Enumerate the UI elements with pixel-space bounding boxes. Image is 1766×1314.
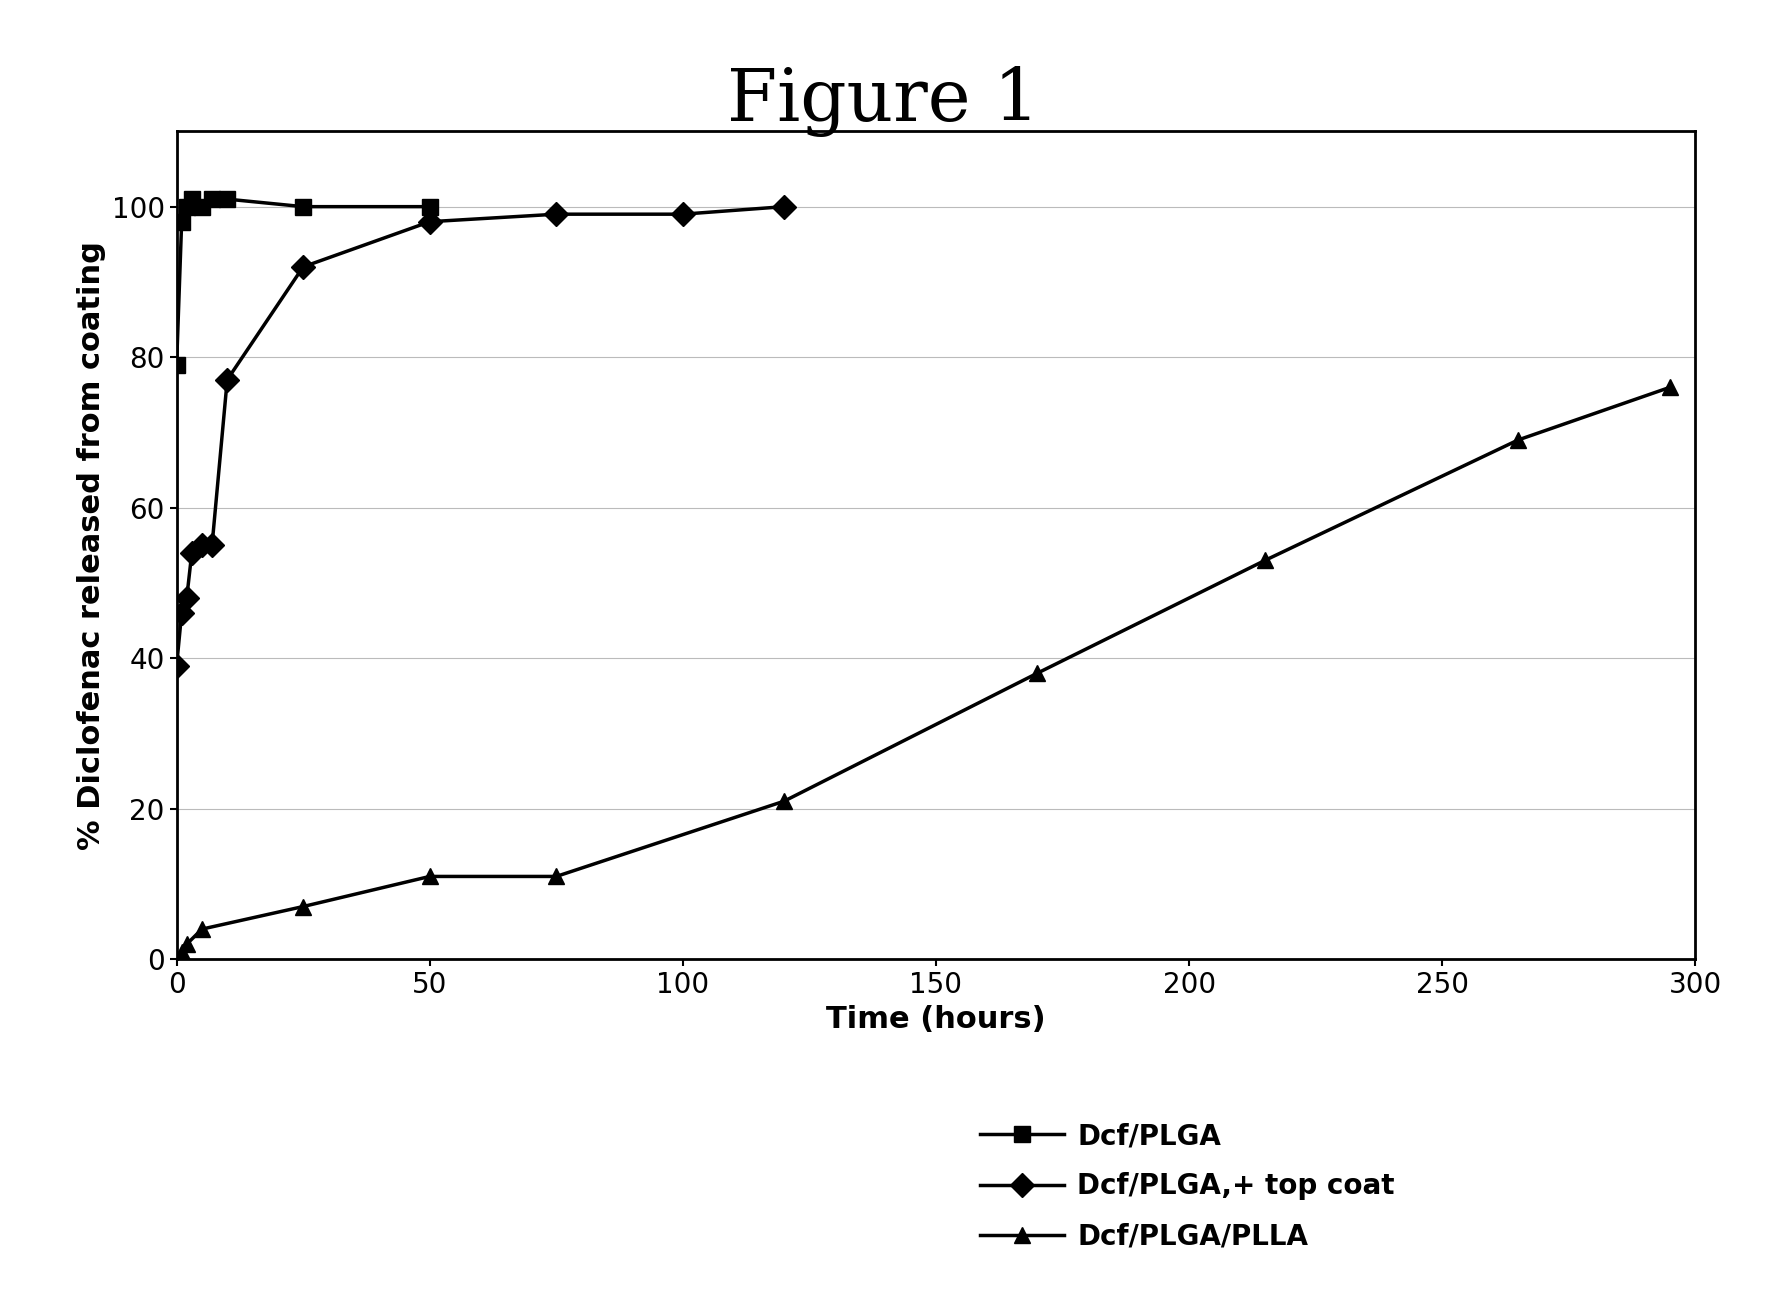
Dcf/PLGA/PLLA [177,937,198,953]
Dcf/PLGA/PLLA [166,951,187,967]
Dcf/PLGA,+ top coat [191,537,212,553]
Line: Dcf/PLGA: Dcf/PLGA [168,191,438,373]
Dcf/PLGA,+ top coat [419,214,440,230]
Dcf/PLGA/PLLA [171,943,192,959]
Dcf/PLGA [182,192,203,208]
Dcf/PLGA [177,198,198,214]
Dcf/PLGA/PLLA [1254,552,1275,568]
Dcf/PLGA [293,198,314,214]
Dcf/PLGA [217,192,238,208]
Dcf/PLGA/PLLA [419,869,440,884]
Dcf/PLGA,+ top coat [673,206,694,222]
Dcf/PLGA,+ top coat [177,590,198,606]
Dcf/PLGA/PLLA [191,921,212,937]
Dcf/PLGA,+ top coat [171,606,192,622]
Dcf/PLGA/PLLA [774,794,795,809]
Dcf/PLGA [419,198,440,214]
Line: Dcf/PLGA/PLLA: Dcf/PLGA/PLLA [168,378,1678,967]
Y-axis label: % Diclofenac released from coating: % Diclofenac released from coating [78,240,106,850]
Dcf/PLGA/PLLA [293,899,314,915]
Dcf/PLGA,+ top coat [182,545,203,561]
Dcf/PLGA [201,192,223,208]
Dcf/PLGA/PLLA [546,869,567,884]
X-axis label: Time (hours): Time (hours) [826,1005,1045,1034]
Dcf/PLGA,+ top coat [546,206,567,222]
Dcf/PLGA/PLLA [1660,380,1681,396]
Legend: Dcf/PLGA, Dcf/PLGA,+ top coat, Dcf/PLGA/PLLA: Dcf/PLGA, Dcf/PLGA,+ top coat, Dcf/PLGA/… [980,1122,1395,1251]
Dcf/PLGA [166,357,187,373]
Dcf/PLGA,+ top coat [293,259,314,275]
Dcf/PLGA/PLLA [1508,432,1529,448]
Dcf/PLGA,+ top coat [217,372,238,388]
Line: Dcf/PLGA,+ top coat: Dcf/PLGA,+ top coat [168,198,793,674]
Dcf/PLGA,+ top coat [166,658,187,674]
Text: Figure 1: Figure 1 [728,66,1038,137]
Dcf/PLGA [171,214,192,230]
Dcf/PLGA [191,198,212,214]
Dcf/PLGA,+ top coat [774,198,795,214]
Dcf/PLGA,+ top coat [201,537,223,553]
Dcf/PLGA/PLLA [1026,665,1047,681]
